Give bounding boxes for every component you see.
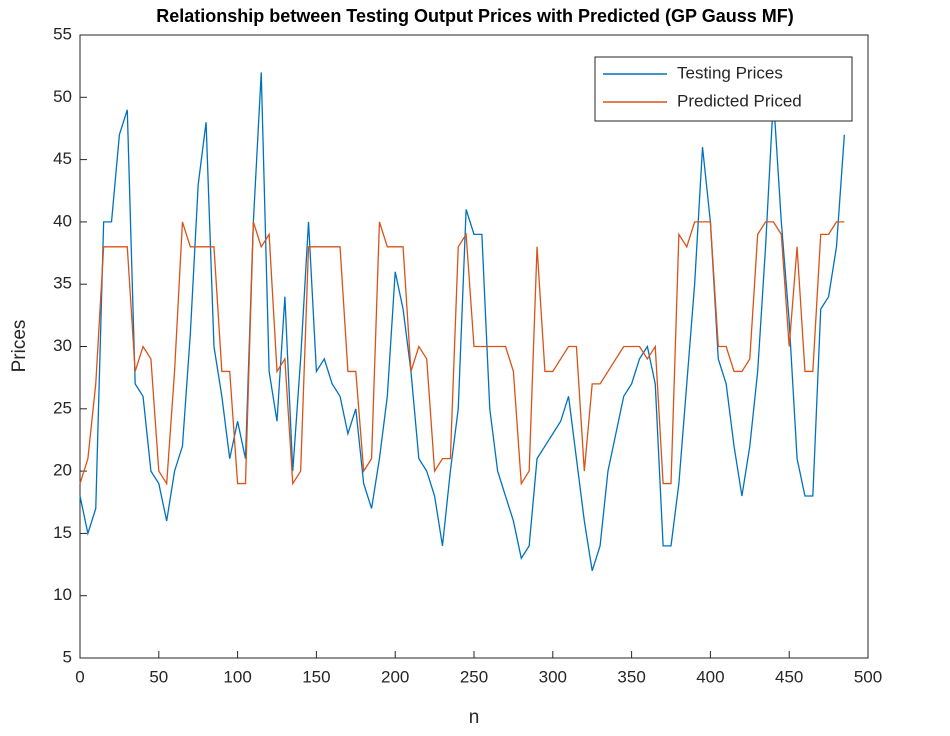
legend-label: Predicted Priced xyxy=(677,91,802,110)
y-tick-label: 55 xyxy=(53,24,72,43)
y-tick-label: 35 xyxy=(53,274,72,293)
chart-title: Relationship between Testing Output Pric… xyxy=(156,6,793,26)
x-axis-label: n xyxy=(469,707,480,728)
x-tick-label: 200 xyxy=(381,667,409,686)
x-tick-label: 100 xyxy=(223,667,251,686)
x-tick-label: 50 xyxy=(149,667,168,686)
x-tick-label: 0 xyxy=(75,667,84,686)
y-tick-label: 30 xyxy=(53,336,72,355)
x-tick-label: 350 xyxy=(617,667,645,686)
y-tick-label: 50 xyxy=(53,87,72,106)
legend-box xyxy=(594,56,853,122)
y-axis-label: Prices xyxy=(9,320,30,373)
x-tick-label: 450 xyxy=(775,667,803,686)
data-line xyxy=(79,72,846,571)
y-tick-label: 40 xyxy=(53,211,72,230)
x-tick-label: 300 xyxy=(539,667,567,686)
y-tick-label: 5 xyxy=(63,647,72,666)
y-tick-label: 45 xyxy=(53,149,72,168)
data-line xyxy=(79,221,845,486)
y-tick-label: 10 xyxy=(53,585,72,604)
y-tick-label: 20 xyxy=(53,461,72,480)
y-tick-label: 15 xyxy=(53,523,72,542)
legend-label: Testing Prices xyxy=(677,63,783,82)
x-tick-label: 400 xyxy=(696,667,724,686)
x-tick-label: 500 xyxy=(854,667,882,686)
y-tick-label: 25 xyxy=(53,398,72,417)
x-tick-label: 150 xyxy=(302,667,330,686)
x-tick-label: 250 xyxy=(460,667,488,686)
